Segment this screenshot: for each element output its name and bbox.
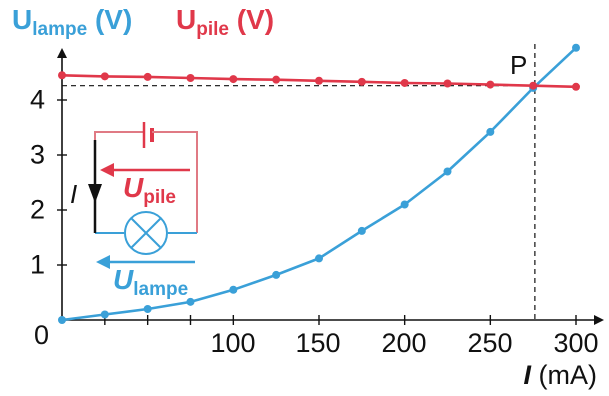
data-point-ulampe (357, 226, 366, 235)
ylabel-ulampe-unit: (V) (94, 4, 133, 35)
y-axis-arrow-icon (57, 48, 67, 58)
current-arrow-icon (88, 184, 102, 203)
data-point-upile (357, 77, 366, 86)
data-point-upile (315, 76, 323, 85)
inset-upile-symbol: U (123, 172, 144, 203)
data-point-upile (400, 78, 409, 87)
data-point-upile (58, 71, 66, 80)
data-point-ulampe (58, 316, 66, 324)
circuit-diagram (88, 122, 198, 269)
x-tick-label: 200 (381, 328, 427, 358)
data-point-ulampe (143, 305, 152, 313)
data-point-upile (143, 72, 152, 81)
inset-upile-label: Upile (123, 172, 176, 208)
data-point-upile (486, 80, 495, 89)
data-point-ulampe (443, 167, 452, 176)
x-axis-arrow-icon (594, 315, 604, 325)
y-tick-label: 3 (30, 139, 46, 170)
inset-ulampe-label: Ulampe (113, 264, 189, 300)
circuit-wire-right (152, 131, 198, 233)
x-axis-label: I (mA) (523, 362, 597, 389)
x-axis-symbol: I (523, 360, 531, 390)
upile-arrow-icon (100, 163, 114, 177)
axes (57, 48, 604, 325)
x-axis-unit: (mA) (538, 360, 597, 390)
data-point-upile (529, 81, 538, 90)
data-point-ulampe (400, 200, 409, 209)
y-tick-label: 4 (30, 84, 46, 115)
inset-upile-sub: pile (143, 187, 176, 208)
lamp-icon (124, 211, 168, 255)
circuit-wire-top-left (94, 131, 144, 140)
inset-ulampe-symbol: U (113, 264, 134, 295)
ylabel-upile-unit: (V) (236, 4, 275, 35)
ulampe-arrow-icon (96, 255, 110, 269)
inset-current-label: I (70, 179, 78, 209)
data-point-ulampe (186, 297, 195, 306)
lamp-cross-b (130, 217, 162, 249)
x-tick-label: 100 (210, 328, 256, 358)
data-point-ulampe (272, 270, 281, 279)
ylabel-upile-symbol: U (176, 4, 197, 35)
data-point-ulampe (100, 310, 109, 319)
ylabel-ulampe-symbol: U (12, 4, 33, 35)
ylabel-upile-sub: pile (196, 19, 229, 40)
y-tick-label: 1 (30, 249, 46, 280)
data-point-upile (443, 79, 452, 88)
x-tick-label: 150 (295, 328, 341, 358)
data-points (58, 43, 580, 324)
ylabel-ulampe-sub: lampe (32, 19, 88, 40)
data-point-upile (572, 82, 580, 91)
y-tick-label: 2 (30, 194, 46, 225)
origin-label: 0 (34, 320, 50, 350)
inset-ulampe-sub: lampe (133, 279, 189, 300)
data-point-upile (229, 75, 238, 84)
data-point-ulampe (486, 127, 495, 136)
intersection-label: P (510, 50, 528, 80)
data-point-ulampe (315, 254, 323, 263)
x-tick-label: 250 (467, 328, 513, 358)
data-point-upile (272, 75, 281, 84)
x-tick-label: 300 (553, 328, 599, 358)
data-point-upile (100, 72, 109, 81)
ylabel-ulampe: Ulampe (V) (12, 4, 133, 40)
data-point-upile (186, 74, 195, 82)
data-point-ulampe (572, 43, 580, 52)
data-point-ulampe (229, 285, 238, 294)
ylabel-upile: Upile (V) (176, 4, 275, 40)
